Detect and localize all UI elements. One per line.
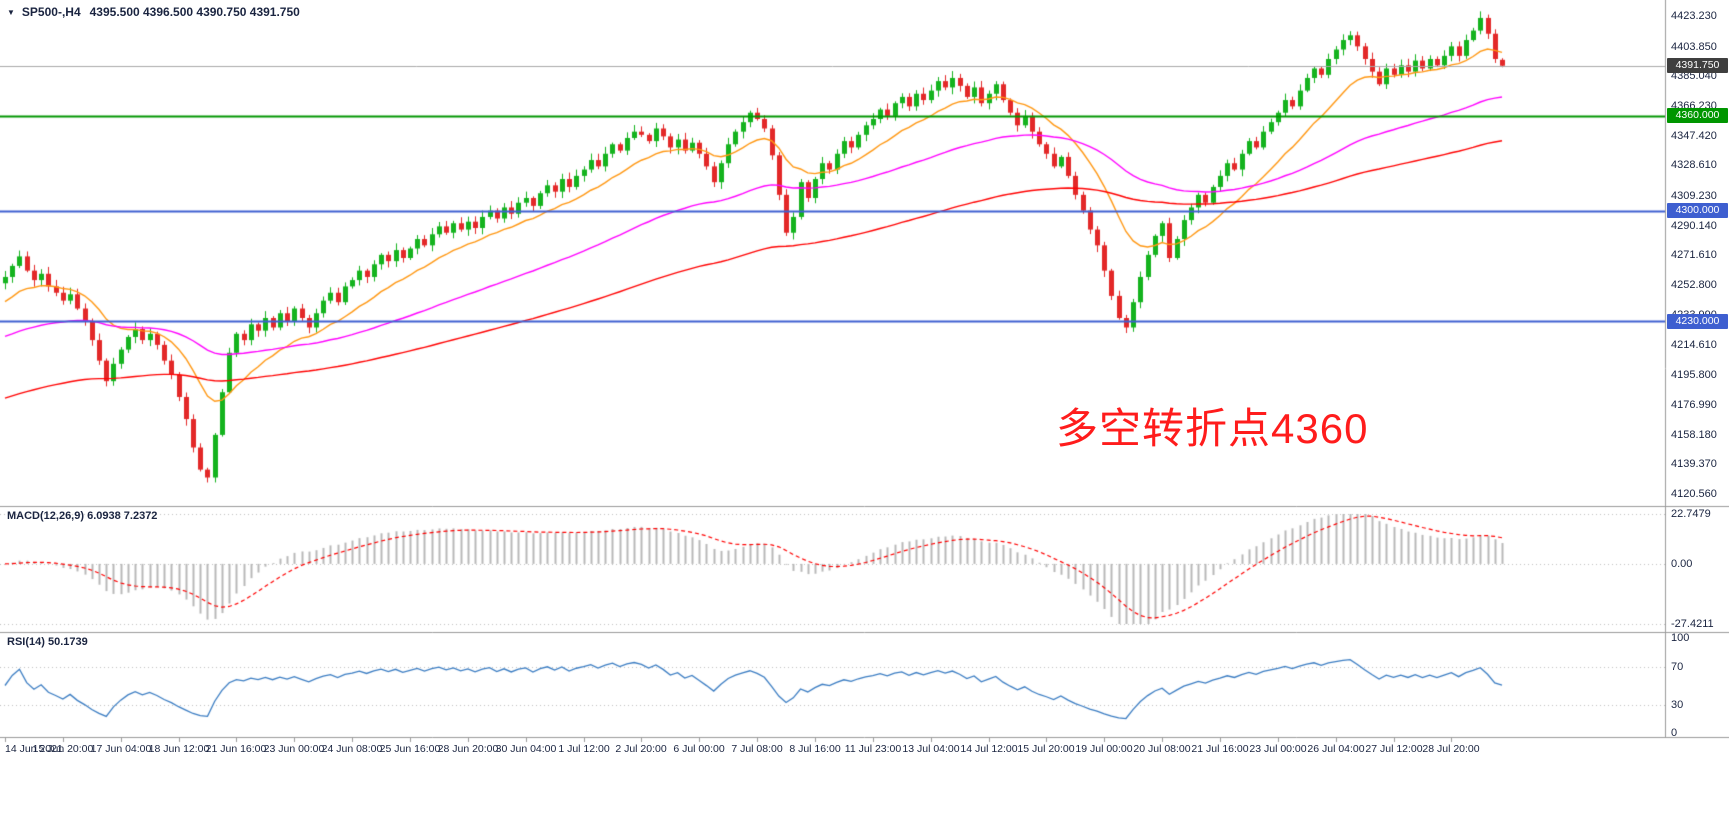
rsi-indicator-label: RSI(14) 50.1739 [7,636,88,648]
price-chart-canvas[interactable] [0,0,1729,780]
chart-ohlc-values: 4395.500 4396.500 4390.750 4391.750 [89,5,300,19]
chart-menu-icon[interactable]: ▼ [7,7,15,17]
chart-symbol-period: SP500-,H4 [21,5,81,19]
macd-indicator-label: MACD(12,26,9) 6.0938 7.2372 [7,510,158,522]
chart-title: ▼ SP500-,H4 4395.500 4396.500 4390.750 4… [7,5,300,19]
annotation-text: 多空转折点4360 [1056,405,1369,452]
